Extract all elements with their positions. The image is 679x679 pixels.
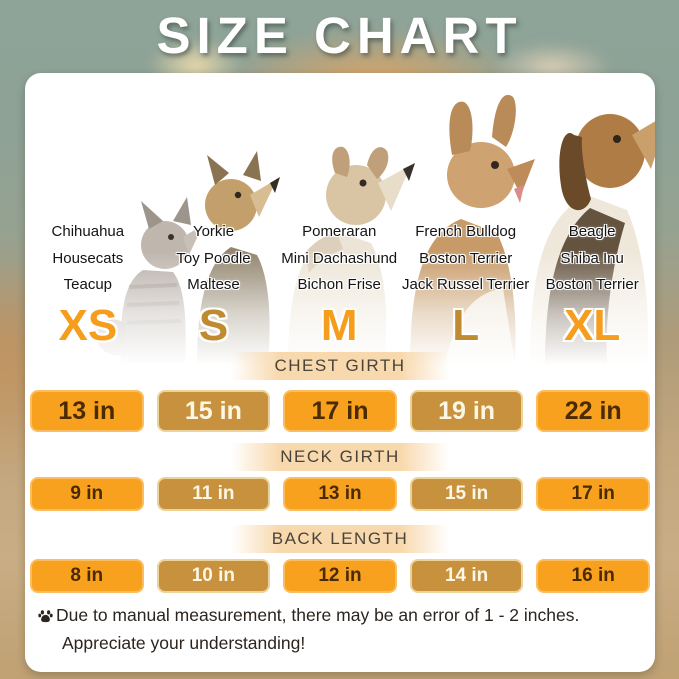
back-length-value-s: 10 in: [156, 559, 271, 593]
neck-girth-value-s: 11 in: [156, 477, 271, 511]
neck-girth-value-m: 13 in: [283, 477, 397, 511]
breed-name: Teacup: [63, 276, 113, 293]
breed-name: Bichon Frise: [297, 276, 381, 293]
footer-text: Due to manual measurement, there may be …: [56, 605, 580, 625]
footer-line-1: Due to manual measurement, there may be …: [38, 601, 645, 629]
chest-girth-value-xs: 13 in: [30, 390, 144, 432]
breed-name: Yorkie: [192, 223, 235, 240]
size-label-s: S: [198, 300, 229, 350]
breed-name: Jack Russel Terrier: [402, 276, 530, 293]
breed-name: Toy Poodle: [176, 249, 251, 267]
breed-name: Chihuahua: [51, 223, 125, 240]
chest-girth-value-xl: 22 in: [536, 390, 650, 432]
chest-girth-value-s: 15 in: [156, 390, 271, 432]
pets-lineup-illustration: [25, 73, 655, 365]
back-length-value-xs: 8 in: [30, 559, 144, 593]
page-title: SIZE CHART: [156, 7, 523, 64]
breed-name: Shiba Inu: [560, 249, 624, 267]
breed-name: Beagle: [568, 223, 616, 240]
size-column-xl: Beagle Shiba Inu Boston Terrier XL: [529, 219, 655, 351]
size-label-m: M: [320, 300, 358, 350]
breed-name: Boston Terrier: [545, 276, 639, 293]
size-column-xs: Chihuahua Housecats Teacup XS: [25, 219, 151, 351]
back-length-heading: BACK LENGTH: [231, 525, 449, 553]
neck-girth-row: 9 in 11 in 13 in 15 in 17 in: [30, 477, 650, 511]
chest-girth-heading: CHEST GIRTH: [231, 352, 449, 380]
size-column-m: Pomeraran Mini Dachashund Bichon Frise M: [276, 219, 402, 351]
size-chart-panel: Chihuahua Housecats Teacup XS Yorkie Toy Pood…: [25, 73, 655, 672]
back-length-value-m: 12 in: [283, 559, 397, 593]
breed-name: Boston Terrier: [419, 249, 513, 267]
breed-name: French Bulldog: [415, 223, 517, 240]
breed-columns: Chihuahua Housecats Teacup XS Yorkie Toy Pood…: [25, 219, 655, 351]
neck-girth-value-xl: 17 in: [536, 477, 650, 511]
neck-girth-value-l: 15 in: [409, 477, 524, 511]
neck-girth-heading: NECK GIRTH: [231, 443, 449, 471]
back-length-value-xl: 16 in: [536, 559, 650, 593]
back-length-row: 8 in 10 in 12 in 14 in 16 in: [30, 559, 650, 593]
breed-name: Maltese: [187, 276, 240, 293]
size-column-l: French Bulldog Boston Terrier Jack Russel …: [402, 219, 529, 351]
chest-girth-row: 13 in 15 in 17 in 19 in 22 in: [30, 390, 650, 432]
footer-note: Due to manual measurement, there may be …: [38, 601, 645, 657]
breed-name: Pomeraran: [302, 223, 377, 240]
photo-fade: [25, 251, 655, 365]
breed-name: Housecats: [52, 249, 124, 267]
footer-line-2: Appreciate your understanding!: [62, 633, 306, 653]
breed-name: Mini Dachashund: [281, 249, 398, 267]
size-label-xs: XS: [58, 300, 118, 350]
size-label-l: L: [452, 300, 480, 350]
neck-girth-value-xs: 9 in: [30, 477, 144, 511]
paw-icon: [38, 610, 53, 623]
size-label-xl: XL: [564, 300, 621, 350]
size-column-s: Yorkie Toy Poodle Maltese S: [151, 219, 277, 351]
chest-girth-value-m: 17 in: [283, 390, 397, 432]
back-length-value-l: 14 in: [409, 559, 524, 593]
chest-girth-value-l: 19 in: [409, 390, 524, 432]
